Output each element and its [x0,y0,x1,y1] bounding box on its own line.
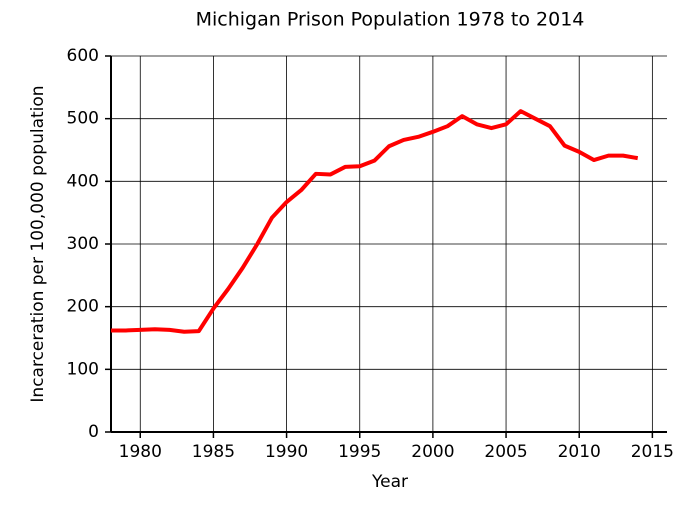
x-tick-label: 2010 [558,442,601,462]
y-tick-label: 100 [67,359,99,379]
y-tick-label: 400 [67,171,99,191]
x-tick-label: 1980 [119,442,162,462]
x-tick-label: 1990 [265,442,308,462]
y-tick-label: 500 [67,109,99,129]
y-tick-label: 300 [67,234,99,254]
x-tick-label: 2000 [411,442,454,462]
y-tick-label: 200 [67,297,99,317]
y-tick-label: 600 [67,46,99,66]
chart-title: Michigan Prison Population 1978 to 2014 [196,9,585,31]
data-line [111,109,639,334]
x-tick-label: 1985 [192,442,235,462]
y-axis-label: Incarceration per 100,000 population [28,85,48,402]
x-tick-label: 2015 [631,442,674,462]
x-axis-label: Year [371,472,408,492]
x-tick-label: 2005 [484,442,527,462]
y-tick-label: 0 [88,422,99,442]
x-tick-label: 1995 [338,442,381,462]
